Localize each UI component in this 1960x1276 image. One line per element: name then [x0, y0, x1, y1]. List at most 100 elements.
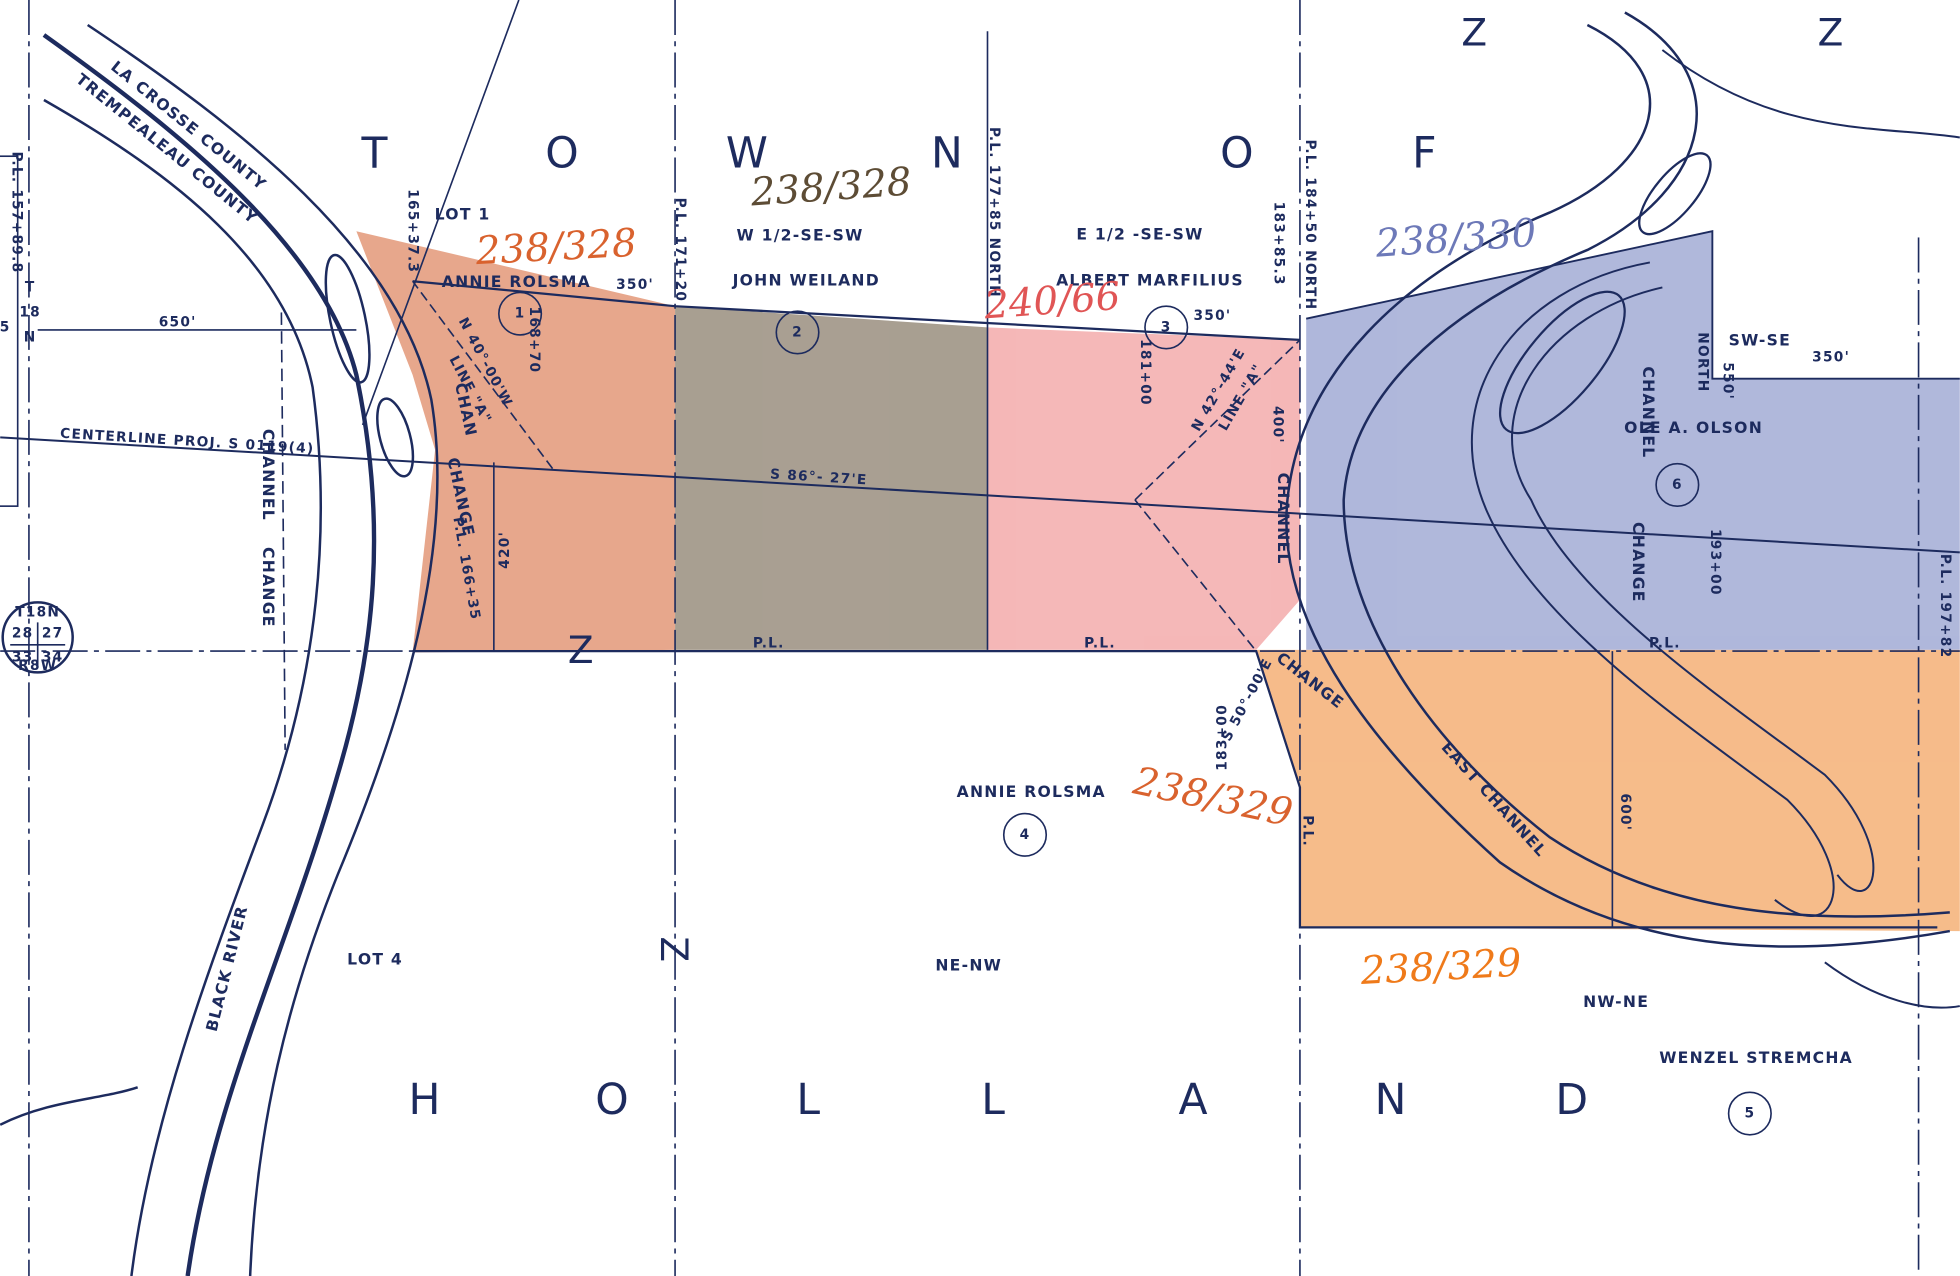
- east-channel: [1661, 49, 1960, 139]
- property-line-labels-label: P.L.: [1084, 636, 1116, 652]
- stations-label: P.L. 197+82: [1937, 554, 1953, 659]
- river-bank: [86, 23, 439, 1276]
- east-channel: [1824, 961, 1960, 1009]
- top-label: W: [726, 130, 769, 179]
- bottom-label: O: [595, 1076, 630, 1125]
- owner-label: ANNIE ROLSMA: [442, 273, 591, 291]
- description-label: NE-NW: [935, 957, 1002, 975]
- margin-box: [0, 155, 19, 507]
- description-label: LOT 1: [435, 205, 491, 223]
- bearings-label: S 86°- 27'E: [770, 466, 868, 488]
- stations-label: P.L. 184+50 NORTH: [1302, 140, 1318, 311]
- bottom-label: H: [409, 1076, 442, 1125]
- parcel-3-fill: [987, 327, 1300, 650]
- stations-label: 193+00: [1707, 529, 1723, 596]
- bottom-label: L: [981, 1076, 1006, 1125]
- description-label: E 1/2 -SE-SW: [1076, 225, 1203, 243]
- channel-labels-label: CHANNEL: [1639, 366, 1657, 458]
- stations-label: P.L. 157+89.8: [8, 152, 24, 274]
- owner-label: ALBERT MARFILIUS: [1056, 272, 1244, 290]
- parcel-circle: [775, 310, 820, 355]
- centerline: [0, 436, 1960, 554]
- number-label: 1: [515, 306, 526, 322]
- number-label: 2: [792, 324, 803, 340]
- east-channel: [1342, 11, 1950, 918]
- parcel-circle: [1655, 462, 1700, 507]
- owner-label: ANNIE ROLSMA: [957, 783, 1106, 801]
- lot-label: LOT 4: [347, 950, 403, 968]
- description-label: SW-SE: [1729, 332, 1791, 350]
- owner-label: WENZEL STREMCHA: [1659, 1049, 1853, 1067]
- east-channel: [1285, 23, 1951, 948]
- number-label: 6: [1672, 477, 1683, 493]
- top-label: T: [361, 130, 389, 179]
- marks-label: Z: [1818, 10, 1845, 54]
- dim-line: [280, 312, 286, 750]
- property-line-labels-label: P.L.: [1299, 815, 1315, 847]
- distances-label: 650': [159, 314, 197, 330]
- sections-label: 28: [12, 626, 34, 642]
- dim-line: [1134, 339, 1301, 501]
- number-label: 5: [1744, 1106, 1755, 1122]
- distances-label: 400': [1269, 406, 1285, 444]
- margin-label: T: [25, 279, 36, 295]
- distances-label: 350': [1812, 349, 1850, 365]
- channel-labels-label: CHANNEL: [259, 429, 277, 521]
- sections-label: 34: [42, 649, 64, 665]
- distances-label: 600': [1617, 793, 1633, 831]
- top-label: N: [931, 130, 964, 179]
- top-label: F: [1412, 130, 1438, 179]
- property-line-labels-label: P.L.: [1649, 636, 1681, 652]
- bottom-label: N: [1375, 1076, 1408, 1125]
- island: [1498, 290, 1626, 435]
- description-label: NW-NE: [1583, 993, 1649, 1011]
- island: [376, 397, 415, 478]
- parcel-circle: [498, 291, 543, 336]
- symbols: [0, 155, 1772, 1136]
- channel-labels-label: CHANGE: [259, 547, 277, 628]
- marks-label: Z: [1461, 10, 1488, 54]
- island: [1638, 152, 1712, 236]
- dim-line: [411, 280, 554, 470]
- bottom-label: D: [1555, 1076, 1589, 1125]
- recording-label: 238/330: [1373, 211, 1538, 267]
- east-channel: [1470, 261, 1835, 917]
- stations-label: P.L. 171+20: [672, 198, 688, 303]
- stations-label: 181+00: [1137, 339, 1153, 406]
- river-bank: [0, 1086, 139, 1126]
- stations-label: 183+85.3: [1271, 202, 1287, 286]
- marks-label: Z: [568, 628, 595, 672]
- number-label: 4: [1020, 827, 1031, 843]
- distances-label: 350': [1194, 308, 1232, 324]
- sections-label: 27: [42, 626, 64, 642]
- owner-label: OLE A. OLSON: [1624, 419, 1763, 437]
- distances-label: 420': [497, 531, 513, 569]
- east-channel: [1511, 286, 1875, 892]
- parcel-2-fill: [675, 306, 988, 650]
- dim-line: [1134, 499, 1257, 652]
- number-label: 3: [1161, 319, 1172, 335]
- recording-label: 238/329: [1129, 758, 1297, 836]
- rivers: [0, 11, 1960, 1276]
- range-label: R8W: [18, 658, 57, 674]
- stations-label: P.L. 177+85 NORTH: [986, 127, 1002, 298]
- bearings-label: S 50°-00'E: [1219, 656, 1276, 744]
- margin-label: 18: [19, 304, 41, 320]
- stations-label: 168+70: [526, 307, 542, 374]
- parcel-1-fill: [356, 231, 676, 653]
- row-line: [412, 649, 1938, 929]
- parcel-circle: [1727, 1091, 1772, 1136]
- description-label: W 1/2-SE-SW: [736, 227, 863, 245]
- owner-label: JOHN WEILAND: [732, 272, 880, 290]
- recording-label: 238/328: [474, 221, 638, 274]
- channel-labels-label: CHANGE: [1629, 522, 1647, 603]
- recording-label: 238/328: [748, 159, 913, 215]
- parcel-fills: [356, 231, 1960, 932]
- county-line: [42, 33, 377, 1276]
- margin-label: N: [24, 329, 37, 345]
- river-bank: [43, 98, 322, 1276]
- bottom-label: L: [796, 1076, 821, 1125]
- parcel-circle: [1144, 305, 1189, 350]
